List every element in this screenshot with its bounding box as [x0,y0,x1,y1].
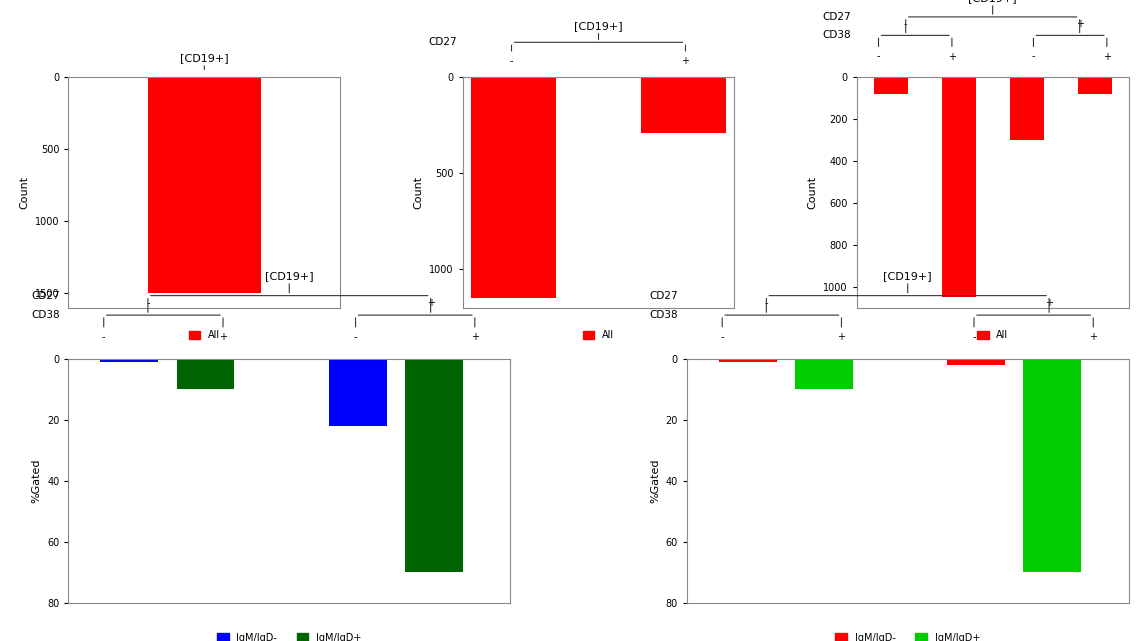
Text: CD38: CD38 [823,30,852,40]
Text: CD27: CD27 [31,290,59,301]
Text: -: - [510,56,513,66]
Bar [795,359,853,389]
Legend: All: All [185,326,223,344]
Bar [719,359,776,362]
Text: +: + [1089,332,1098,342]
Text: CD27: CD27 [823,12,852,22]
Bar [1010,77,1043,140]
Text: [CD19+]: [CD19+] [180,53,229,63]
Text: CD38: CD38 [31,310,59,320]
Text: -: - [101,332,106,342]
Text: +: + [471,332,479,342]
Text: +: + [1045,298,1053,308]
Text: CD38: CD38 [650,310,678,320]
Text: +: + [838,332,846,342]
Text: +: + [1076,19,1084,29]
Bar [1024,359,1082,572]
Text: CD27: CD27 [650,290,678,301]
Y-axis label: Count: Count [414,176,423,209]
Legend: IgM/IgD-, IgM/IgD+: IgM/IgD-, IgM/IgD+ [213,629,366,641]
Y-axis label: %Gated: %Gated [32,458,41,503]
Text: -: - [972,332,976,342]
Bar [641,77,726,133]
Text: -: - [765,298,768,308]
Bar [873,77,907,94]
Text: -: - [877,51,880,62]
Bar [471,77,556,298]
Text: +: + [682,56,690,66]
Text: +: + [1102,51,1110,62]
Legend: All: All [579,326,618,344]
Text: +: + [219,332,227,342]
Bar [1077,77,1112,94]
Text: [CD19+]: [CD19+] [884,271,933,281]
Text: [CD19+]: [CD19+] [264,271,314,281]
Y-axis label: Count: Count [807,176,817,209]
Text: +: + [426,298,434,308]
Bar [148,77,261,294]
Text: -: - [904,19,907,29]
Y-axis label: %Gated: %Gated [650,458,660,503]
Text: +: + [947,51,956,62]
Text: -: - [146,298,149,308]
Text: -: - [720,332,724,342]
Y-axis label: Count: Count [19,176,30,209]
Bar [100,359,158,362]
Text: CD27: CD27 [429,37,457,47]
Bar [177,359,235,389]
Bar [947,359,1005,365]
Text: [CD19+]: [CD19+] [968,0,1017,3]
Text: -: - [1032,51,1035,62]
Legend: IgM/IgD-, IgM/IgD+: IgM/IgD-, IgM/IgD+ [831,629,984,641]
Text: [CD19+]: [CD19+] [575,21,622,31]
Legend: All: All [974,326,1012,344]
Bar [405,359,463,572]
Bar [328,359,386,426]
Bar [942,77,976,297]
Text: -: - [353,332,357,342]
